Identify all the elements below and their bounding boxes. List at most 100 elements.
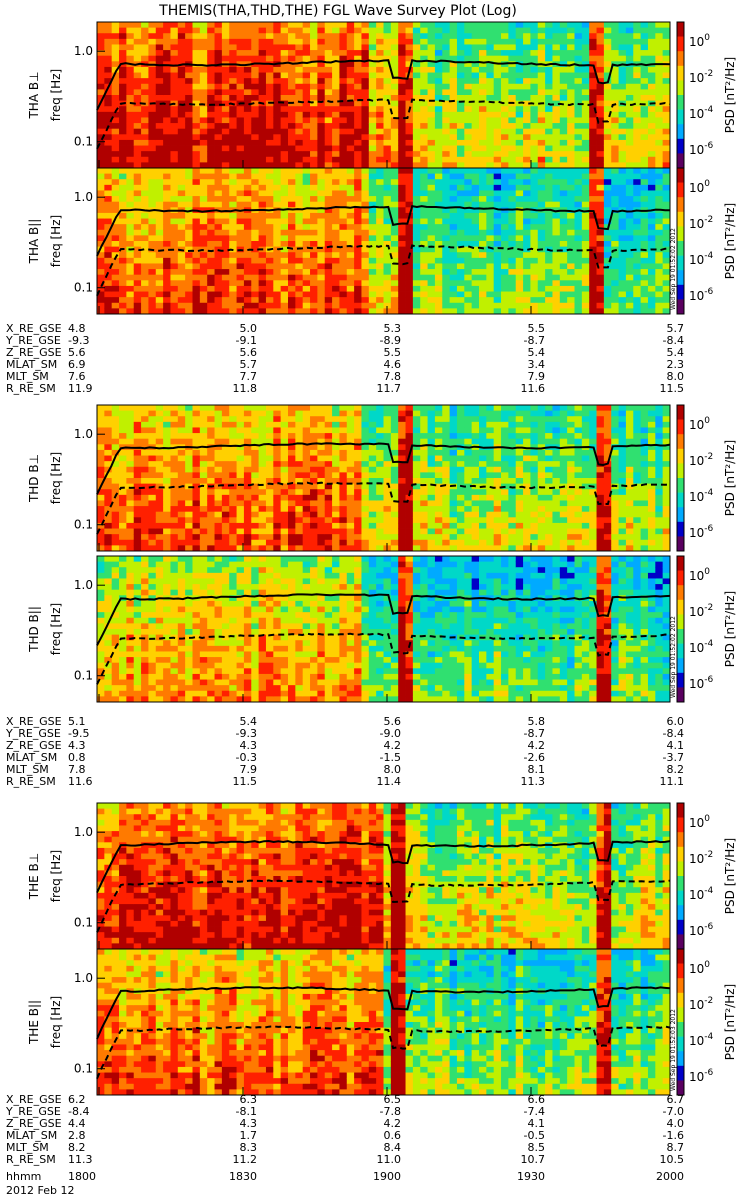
spectrogram-cell bbox=[185, 134, 193, 141]
spectrogram-cell bbox=[288, 190, 296, 197]
spectrogram-cell bbox=[170, 162, 179, 169]
spectrogram-cell bbox=[442, 139, 451, 146]
spectrogram-cell bbox=[119, 285, 127, 292]
spectrogram-cell bbox=[185, 500, 193, 507]
spectrogram-cell bbox=[141, 50, 149, 57]
spectrogram-cell bbox=[324, 483, 333, 490]
spectrogram-cell bbox=[251, 83, 260, 90]
spectrogram-cell bbox=[412, 280, 421, 287]
spectrogram-cell bbox=[471, 38, 480, 45]
spectrogram-cell bbox=[207, 472, 215, 479]
spectrogram-cell bbox=[398, 190, 406, 197]
spectrogram-cell bbox=[442, 241, 451, 248]
spectrogram-cell bbox=[229, 66, 237, 73]
spectrogram-cell bbox=[508, 274, 517, 281]
spectrogram-cell bbox=[603, 241, 612, 248]
spectrogram-cell bbox=[398, 38, 406, 45]
spectrogram-cell bbox=[567, 196, 575, 203]
spectrogram-cell bbox=[229, 494, 237, 501]
spectrogram-cell bbox=[258, 534, 267, 541]
spectrogram-cell bbox=[501, 134, 509, 141]
spectrogram-cell bbox=[618, 201, 627, 208]
spectrogram-cell bbox=[383, 291, 392, 298]
spectrogram-cell bbox=[434, 66, 443, 73]
spectrogram-cell bbox=[603, 128, 612, 135]
spectrogram-cell bbox=[324, 111, 333, 118]
spectrogram-cell bbox=[625, 280, 634, 287]
spectrogram-cell bbox=[141, 218, 149, 225]
spectrogram-cell bbox=[236, 285, 245, 292]
spectrogram-cell bbox=[427, 156, 436, 163]
spectrogram-cell bbox=[324, 44, 333, 51]
spectrogram-cell bbox=[302, 421, 311, 428]
spectrogram-cell bbox=[390, 280, 399, 287]
spectrogram-cell bbox=[251, 433, 260, 440]
spectrogram-cell bbox=[611, 196, 619, 203]
spectrogram-cell bbox=[111, 539, 120, 546]
spectrogram-cell bbox=[199, 466, 208, 473]
spectrogram-cell bbox=[214, 229, 223, 236]
spectrogram-cell bbox=[302, 246, 311, 253]
spectrogram-cell bbox=[523, 285, 531, 292]
spectrogram-cell bbox=[243, 302, 252, 309]
spectrogram-cell bbox=[530, 302, 539, 309]
spectrogram-cell bbox=[361, 139, 370, 146]
spectrogram-cell bbox=[508, 27, 517, 34]
spectrogram-cell bbox=[229, 274, 237, 281]
spectrogram-cell bbox=[258, 22, 267, 29]
spectrogram-cell bbox=[185, 274, 193, 281]
spectrogram-cell bbox=[133, 522, 142, 529]
spectrogram-cell bbox=[177, 134, 186, 141]
spectrogram-cell bbox=[199, 156, 208, 163]
spectrogram-cell bbox=[265, 66, 274, 73]
spectrogram-cell bbox=[97, 33, 105, 40]
spectrogram-cell bbox=[501, 145, 509, 152]
spectrogram-cell bbox=[647, 117, 656, 124]
spectrogram-cell bbox=[302, 145, 311, 152]
spectrogram-cell bbox=[486, 212, 495, 219]
spectrogram-cell bbox=[662, 139, 671, 146]
spectrogram-cell bbox=[368, 263, 377, 270]
spectrogram-cell bbox=[589, 201, 597, 208]
spectrogram-cell bbox=[214, 95, 223, 102]
spectrogram-cell bbox=[273, 483, 282, 490]
spectrogram-cell bbox=[405, 89, 414, 96]
spectrogram-cell bbox=[339, 229, 348, 236]
spectrogram-cell bbox=[530, 162, 539, 169]
spectrogram-cell bbox=[214, 297, 223, 304]
spectrogram-cell bbox=[119, 478, 127, 485]
spectrogram-cell bbox=[199, 66, 208, 73]
spectrogram-cell bbox=[398, 196, 406, 203]
spectrogram-cell bbox=[104, 89, 113, 96]
spectrogram-cell bbox=[442, 179, 451, 186]
spectrogram-cell bbox=[537, 218, 546, 225]
spectrogram-cell bbox=[523, 179, 531, 186]
spectrogram-cell bbox=[229, 539, 237, 546]
spectrogram-cell bbox=[214, 72, 223, 79]
spectrogram-cell bbox=[647, 106, 656, 113]
spectrogram-cell bbox=[185, 511, 193, 518]
spectrogram-cell bbox=[236, 134, 245, 141]
spectrogram-cell bbox=[332, 545, 340, 552]
spectrogram-cell bbox=[339, 66, 348, 73]
spectrogram-cell bbox=[523, 280, 531, 287]
spectrogram-cell bbox=[567, 151, 575, 158]
spectrogram-cell bbox=[501, 308, 509, 315]
spectrogram-cell bbox=[324, 139, 333, 146]
spectrogram-cell bbox=[479, 179, 487, 186]
spectrogram-cell bbox=[647, 184, 656, 191]
spectrogram-cell bbox=[280, 528, 289, 535]
spectrogram-cell bbox=[126, 139, 135, 146]
spectrogram-cell bbox=[236, 472, 245, 479]
spectrogram-cell bbox=[479, 196, 487, 203]
spectrogram-cell bbox=[324, 280, 333, 287]
spectrogram-cell bbox=[581, 33, 590, 40]
spectrogram-cell bbox=[346, 201, 355, 208]
spectrogram-cell bbox=[493, 83, 502, 90]
spectrogram-cell bbox=[640, 308, 649, 315]
spectrogram-cell bbox=[567, 212, 575, 219]
spectrogram-cell bbox=[361, 184, 370, 191]
spectrogram-cell bbox=[471, 145, 480, 152]
spectrogram-cell bbox=[346, 83, 355, 90]
spectrogram-cell bbox=[486, 190, 495, 197]
